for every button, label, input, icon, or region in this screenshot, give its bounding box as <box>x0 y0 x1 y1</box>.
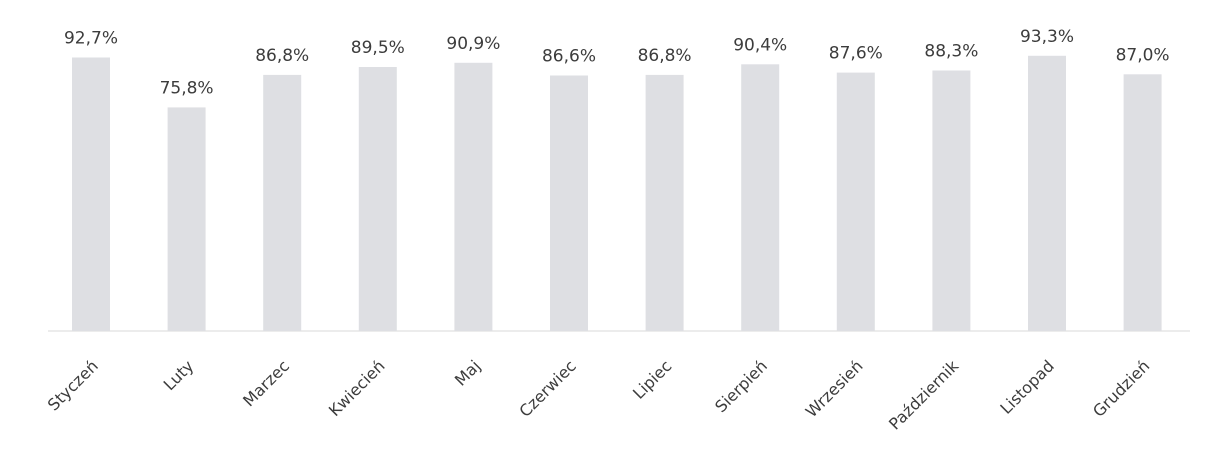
bar-4 <box>358 67 397 331</box>
category-labels-group: Styczeń Luty Marzec Kwiecień Maj Czerwiec Lipi… <box>44 356 1154 434</box>
bar-2 <box>167 107 206 332</box>
category-label-6: Czerwiec <box>515 356 579 420</box>
category-label-4: Kwiecień <box>325 356 389 420</box>
category-label-11: Listopad <box>996 356 1057 417</box>
bar-10 <box>932 70 971 331</box>
data-label-3: 86,8% <box>255 46 309 66</box>
category-label-8: Sierpień <box>711 356 771 416</box>
category-label-3: Marzec <box>239 356 293 410</box>
bar-3 <box>263 74 302 332</box>
data-label-9: 87,6% <box>829 44 883 64</box>
category-label-1: Styczeń <box>44 356 102 414</box>
data-label-1: 92,7% <box>64 29 118 49</box>
bar-5 <box>454 62 493 332</box>
category-label-7: Lipiec <box>629 356 675 402</box>
data-label-7: 86,8% <box>638 46 692 66</box>
data-label-2: 75,8% <box>160 78 214 98</box>
data-label-12: 87,0% <box>1116 45 1170 65</box>
category-label-5: Maj <box>451 356 484 389</box>
data-label-6: 86,6% <box>542 47 596 67</box>
data-label-10: 88,3% <box>924 42 978 62</box>
bar-7 <box>645 74 684 332</box>
data-label-4: 89,5% <box>351 38 405 58</box>
bar-9 <box>836 72 875 331</box>
bar-1 <box>72 57 110 331</box>
bars-group <box>72 55 1162 332</box>
category-label-9: Wrzesień <box>802 356 867 421</box>
data-label-11: 93,3% <box>1020 27 1074 47</box>
data-label-8: 90,4% <box>733 35 787 55</box>
category-label-10: Październik <box>885 356 963 434</box>
bar-12 <box>1123 74 1162 332</box>
bar-8 <box>741 64 780 332</box>
bar-11 <box>1028 55 1066 332</box>
category-label-2: Luty <box>160 356 198 394</box>
bar-6 <box>550 75 588 331</box>
data-label-5: 90,9% <box>446 34 500 54</box>
category-label-12: Grudzień <box>1089 356 1153 420</box>
data-labels-group: 92,7% 75,8% 86,8% 89,5% 90,9% 86,6% 86,8% 90,4%… <box>64 27 1170 99</box>
